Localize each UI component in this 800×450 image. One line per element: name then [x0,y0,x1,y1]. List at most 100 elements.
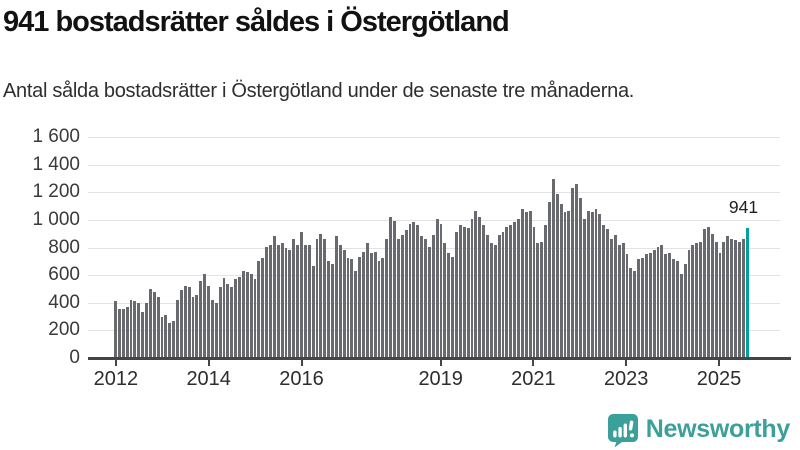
bar [470,219,474,358]
bar [141,311,144,358]
bar [579,197,582,358]
bar [199,280,203,358]
y-axis-label: 1 200 [32,181,80,203]
bar [350,259,354,358]
bar [710,233,714,358]
bar [555,193,559,358]
bar [396,238,400,358]
bar [346,257,350,358]
bar [478,217,482,358]
y-axis-label: 1 400 [32,153,80,175]
bar [420,236,423,358]
bar [129,300,133,358]
bar [207,285,210,358]
bar [524,212,528,358]
bar [455,231,458,358]
x-axis-tick [207,359,210,366]
bar [210,300,214,358]
bar [195,295,199,358]
bar [726,236,730,358]
x-axis-line [88,357,791,360]
bar [203,274,206,358]
page-title: 941 bostadsrätter såldes i Östergötland [3,6,510,38]
bar [284,248,288,358]
bar [567,210,571,358]
bar [358,256,361,358]
bar [718,253,722,358]
bar [230,286,234,358]
bar [637,259,640,358]
bar [377,261,381,358]
bar [133,301,137,358]
latest-value-label: 941 [728,197,759,217]
y-axis-label: 600 [48,264,80,286]
bar [730,238,733,358]
bar [334,236,338,358]
bar [148,288,152,358]
bar [675,261,679,358]
bar [466,227,470,358]
bar [311,266,315,358]
x-axis-label: 2021 [511,368,556,390]
bar [238,277,241,358]
newsworthy-bar-chart-icon [607,414,638,447]
bar [451,256,454,358]
bar [474,210,478,358]
bar [625,254,629,358]
bar [245,272,249,358]
bar [156,297,160,358]
bar [381,257,385,358]
bar [218,286,222,358]
bar [536,243,540,358]
bar [563,212,567,358]
bar [540,242,544,358]
x-axis-label: 2012 [93,368,139,390]
bar [214,303,218,358]
bar [412,221,416,358]
bar [137,303,141,358]
chart-subtitle: Antal sålda bostadsrätter i Östergötland… [3,80,635,102]
bar [548,201,551,358]
bar [644,254,648,358]
bar [493,244,497,358]
bar [489,243,493,358]
bar [648,253,652,358]
y-axis-label: 400 [48,291,80,313]
y-axis-label: 0 [69,347,80,368]
bar [575,184,578,358]
x-axis-label: 2014 [186,368,231,390]
bar [668,253,671,358]
gridline [88,164,780,166]
bar [342,249,346,358]
bar [582,218,586,358]
bar [652,249,656,358]
bar [427,246,431,358]
bar [443,243,447,358]
bar [408,224,412,358]
bar [462,226,466,358]
y-axis-label: 1 000 [32,208,80,230]
bar [257,261,261,358]
bar [385,238,389,358]
bar [164,314,168,358]
x-axis-label: 2023 [603,368,649,390]
bar [323,238,327,358]
bar [691,244,695,358]
bar [176,300,179,358]
bar [191,297,195,358]
bar [617,244,621,358]
bar [458,225,462,358]
bar [315,238,319,358]
gridline [88,219,780,221]
bar [160,316,164,358]
bar [594,208,598,358]
bar [265,246,268,358]
y-axis-label: 200 [48,319,80,341]
bar [679,274,683,358]
bar [486,235,489,358]
bar [544,225,547,358]
bar [269,244,272,358]
bar [404,230,408,358]
bar [416,225,420,358]
